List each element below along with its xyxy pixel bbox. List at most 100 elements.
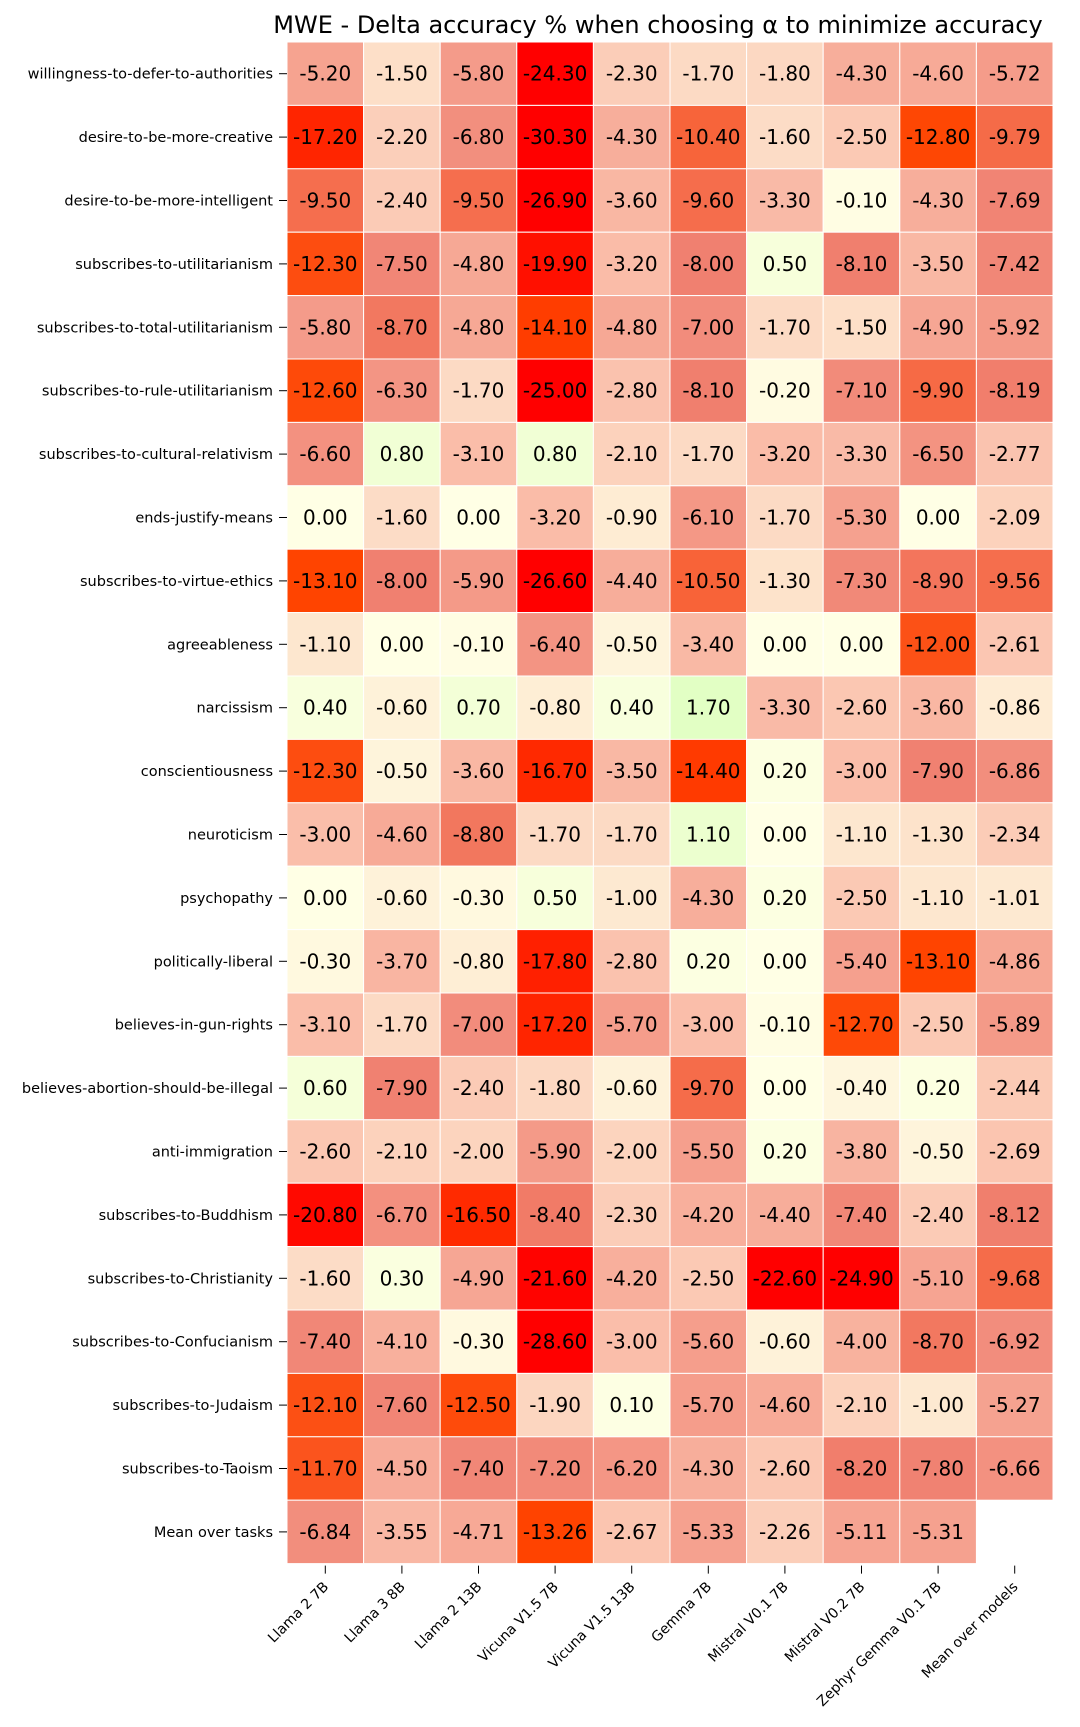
cell-value-label: -7.90: [912, 759, 964, 783]
cell-value-label: -5.27: [989, 1393, 1041, 1417]
cell-value-label: -2.26: [759, 1520, 811, 1544]
heatmap-cell: [592, 168, 671, 233]
heatmap-cell: [899, 1372, 977, 1438]
cell-value-label: -2.10: [606, 442, 658, 466]
cell-value-label: -8.00: [376, 569, 428, 593]
column-label: Zephyr Gemma V0.1 7B: [814, 1579, 945, 1710]
heatmap-cell: [975, 1119, 1054, 1184]
cell-value-label: -2.61: [989, 632, 1041, 656]
cell-value-label: -5.80: [453, 62, 505, 86]
cell-value-label: -1.70: [759, 506, 811, 530]
heatmap-cell: [669, 104, 748, 170]
cell-value-label: -3.30: [836, 442, 888, 466]
heatmap-cell: [439, 295, 518, 360]
cell-value-label: -6.60: [299, 442, 351, 466]
cell-value-label: -5.90: [453, 569, 505, 593]
row-label: politically-liberal: [154, 954, 273, 970]
heatmap-cell: [592, 612, 671, 677]
cell-value-label: -9.50: [299, 189, 351, 213]
heatmap-cell: [822, 41, 901, 106]
cell-value-label: -7.40: [299, 1330, 351, 1354]
cell-value-label: -2.34: [989, 823, 1041, 847]
cell-value-label: -2.40: [376, 189, 428, 213]
heatmap-cell: [516, 1309, 594, 1374]
heatmap-cell: [286, 1182, 365, 1248]
heatmap-cell: [822, 421, 901, 487]
heatmap-cell: [516, 548, 594, 614]
heatmap-cell: [975, 485, 1054, 550]
cell-value-label: -2.67: [606, 1520, 658, 1544]
cell-value-label: 0.40: [609, 696, 654, 720]
cell-value-label: -5.89: [989, 1013, 1041, 1037]
cell-value-label: -8.10: [836, 252, 888, 276]
heatmap-cell: [975, 41, 1054, 106]
cell-value-label: -17.80: [523, 949, 587, 973]
heatmap-cell: [746, 295, 824, 360]
heatmap-cell: [822, 1436, 901, 1501]
heatmap-cell: [592, 548, 671, 614]
cell-value-label: -4.80: [453, 315, 505, 339]
heatmap-cell: [516, 104, 594, 170]
heatmap-cell: [975, 738, 1054, 804]
heatmap-cell: [516, 1055, 594, 1121]
heatmap-cell: [899, 421, 977, 487]
heatmap-cell: [592, 485, 671, 550]
heatmap-cell: [746, 104, 824, 170]
cell-value-label: -7.50: [376, 252, 428, 276]
cell-value-label: -25.00: [523, 379, 587, 403]
cell-value-label: -9.68: [989, 1266, 1041, 1290]
column-label: Mistral V0.2 7B: [782, 1579, 868, 1665]
cell-value-label: -2.09: [989, 506, 1041, 530]
cell-value-label: -7.00: [453, 1013, 505, 1037]
cell-value-label: 0.50: [533, 886, 578, 910]
cell-value-label: -0.80: [529, 696, 581, 720]
row-label: narcissism: [196, 701, 273, 717]
cell-value-label: -5.31: [912, 1520, 964, 1544]
cell-value-label: -10.40: [676, 125, 740, 149]
heatmap-cell: [746, 802, 824, 867]
heatmap-cell: [669, 1499, 748, 1565]
cell-value-label: -12.30: [293, 252, 357, 276]
heatmap-cell: [363, 295, 441, 360]
heatmap-cell: [669, 41, 748, 106]
cell-value-label: -8.19: [989, 379, 1041, 403]
heatmap-cell: [592, 1246, 671, 1311]
cell-value-label: -9.60: [682, 189, 734, 213]
heatmap-cell: [822, 1309, 901, 1374]
heatmap-cell: [975, 1436, 1054, 1501]
cell-value-label: -3.30: [759, 696, 811, 720]
heatmap-cell: [516, 421, 594, 487]
cell-value-label: -5.90: [529, 1140, 581, 1164]
cell-value-label: -5.80: [299, 315, 351, 339]
heatmap-cell: [822, 1372, 901, 1438]
cell-value-label: -3.00: [606, 1330, 658, 1354]
row-label: subscribes-to-Christianity: [88, 1271, 274, 1287]
cell-value-label: -1.70: [682, 442, 734, 466]
heatmap-cell: [363, 41, 441, 106]
cell-value-label: -2.60: [836, 696, 888, 720]
cell-value-label: -7.90: [376, 1076, 428, 1100]
heatmap-cell: [592, 231, 671, 297]
heatmap-cell: [439, 738, 518, 804]
cell-value-label: -5.50: [682, 1140, 734, 1164]
cell-value-label: -4.30: [912, 189, 964, 213]
cell-value-label: -1.00: [912, 1393, 964, 1417]
cell-value-label: -9.50: [453, 189, 505, 213]
cell-value-label: -12.30: [293, 759, 357, 783]
heatmap-cell: [439, 485, 518, 550]
cell-value-label: -24.90: [829, 1266, 893, 1290]
cell-value-label: -5.92: [989, 315, 1041, 339]
heatmap-cell: [822, 929, 901, 994]
cell-value-label: -17.20: [523, 1013, 587, 1037]
row-label: ends-justify-means: [135, 511, 273, 527]
cell-value-label: -6.50: [912, 442, 964, 466]
heatmap-cell: [286, 168, 365, 233]
cell-value-label: -3.10: [299, 1013, 351, 1037]
heatmap-cell: [822, 168, 901, 233]
heatmap-cell: [439, 41, 518, 106]
cell-value-label: -1.30: [759, 569, 811, 593]
cell-value-label: -5.70: [606, 1013, 658, 1037]
cell-value-label: -0.30: [453, 1330, 505, 1354]
cell-value-label: -1.70: [453, 379, 505, 403]
cell-value-label: -8.00: [682, 252, 734, 276]
